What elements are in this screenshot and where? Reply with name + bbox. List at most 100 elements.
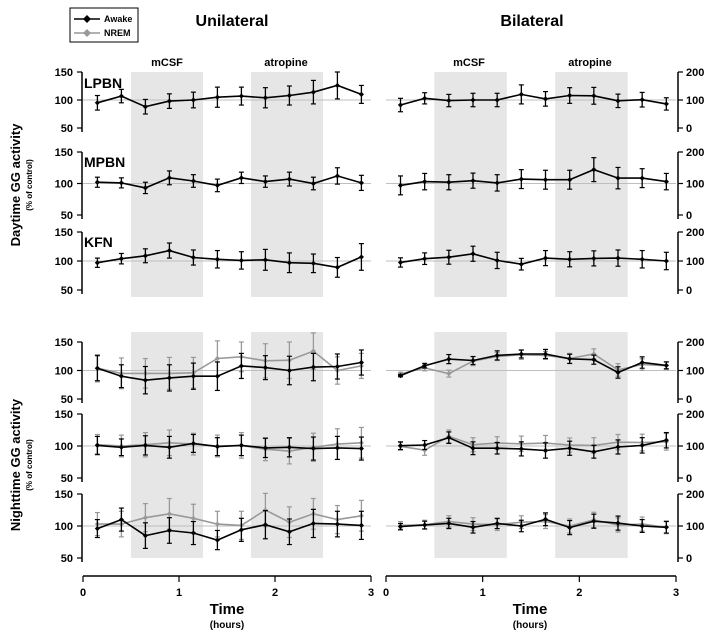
panel-label-mpbn: MPBN [84, 154, 125, 170]
data-point-awake-bilateral-2-9 [615, 255, 621, 261]
data-point-awake-unilateral-2-10 [334, 264, 340, 270]
y-tick-label-unilateral-5-0: 50 [61, 553, 73, 565]
y-tick-label-unilateral-4-2: 150 [55, 409, 73, 421]
series-line-awake-bilateral-4 [400, 436, 667, 453]
y-tick-label-bilateral-2-2: 200 [686, 227, 704, 239]
data-point-awake-bilateral-3-6 [542, 351, 549, 357]
x-tick-label-unilateral-3: 3 [368, 587, 374, 599]
data-point-awake-unilateral-0-2 [142, 104, 148, 110]
data-point-awake-bilateral-5-9 [615, 520, 621, 526]
data-point-awake-unilateral-2-11 [358, 254, 364, 260]
data-point-nrem-bilateral-3-2 [446, 371, 452, 377]
data-point-nrem-unilateral-5-3 [166, 511, 172, 517]
data-point-awake-unilateral-2-6 [238, 257, 244, 264]
data-point-awake-bilateral-3-2 [446, 356, 452, 362]
y-tick-label-unilateral-3-2: 150 [55, 337, 73, 349]
legend-nrem-label: NREM [104, 28, 131, 38]
data-point-awake-unilateral-4-2 [142, 442, 148, 448]
data-point-awake-unilateral-3-1 [118, 373, 124, 379]
data-point-awake-unilateral-3-4 [190, 373, 196, 379]
y-tick-label-unilateral-2-0: 50 [61, 285, 73, 297]
data-point-awake-unilateral-0-8 [286, 92, 292, 99]
x-tick-label-bilateral-1: 1 [480, 587, 486, 599]
series-awake-bilateral-5 [397, 512, 669, 536]
data-point-awake-bilateral-4-5 [518, 446, 524, 452]
series-line-awake-bilateral-0 [400, 93, 667, 106]
data-point-awake-unilateral-5-3 [166, 527, 172, 534]
data-point-awake-bilateral-0-2 [446, 97, 452, 104]
data-point-awake-bilateral-5-8 [591, 518, 597, 524]
phase-shade-bilateral-0-0 [434, 72, 507, 297]
data-point-awake-unilateral-5-9 [310, 520, 316, 527]
data-point-awake-unilateral-3-10 [334, 363, 340, 370]
data-point-awake-unilateral-0-10 [334, 82, 340, 89]
data-point-nrem-unilateral-5-2 [142, 515, 148, 521]
row-subtitle-daytime: (% of control) [25, 159, 34, 211]
series-awake-unilateral-2 [94, 242, 364, 278]
x-tick-label-bilateral-0: 0 [383, 587, 389, 599]
data-point-awake-bilateral-4-8 [591, 449, 597, 455]
data-point-awake-bilateral-3-7 [567, 356, 573, 362]
data-point-awake-unilateral-3-0 [94, 365, 100, 371]
y-tick-label-unilateral-0-1: 100 [55, 95, 73, 107]
data-point-awake-unilateral-3-11 [358, 359, 364, 366]
data-point-awake-unilateral-2-1 [118, 256, 124, 262]
x-axis-title-left: Time [210, 601, 245, 618]
series-line-awake-unilateral-4 [97, 442, 362, 450]
y-tick-label-bilateral-3-0: 0 [686, 394, 692, 406]
row-subtitle-nighttime: (% of control) [25, 439, 34, 491]
data-point-awake-unilateral-3-8 [286, 367, 292, 374]
data-point-awake-unilateral-2-0 [94, 260, 100, 266]
data-point-awake-bilateral-5-0 [397, 524, 404, 530]
data-point-nrem-unilateral-3-9 [310, 348, 316, 354]
data-point-awake-bilateral-0-9 [615, 98, 621, 104]
data-point-awake-unilateral-1-11 [358, 180, 364, 186]
data-point-awake-bilateral-3-1 [422, 363, 428, 369]
data-point-awake-bilateral-5-1 [422, 522, 428, 528]
y-tick-label-bilateral-0-0: 0 [686, 123, 692, 135]
data-point-awake-bilateral-4-11 [663, 437, 669, 443]
data-point-awake-bilateral-5-4 [494, 520, 500, 527]
data-point-awake-unilateral-2-5 [214, 256, 220, 262]
legend-awake-marker [83, 15, 91, 23]
series-line-awake-unilateral-2 [97, 249, 362, 269]
y-tick-label-unilateral-2-1: 100 [55, 256, 73, 268]
y-tick-label-unilateral-0-2: 150 [55, 67, 73, 79]
y-tick-label-bilateral-1-1: 100 [686, 179, 704, 191]
y-tick-label-bilateral-5-2: 200 [686, 489, 704, 501]
series-awake-unilateral-5 [94, 507, 364, 551]
data-point-awake-bilateral-5-6 [542, 516, 549, 522]
series-line-awake-unilateral-5 [97, 518, 362, 541]
data-point-awake-bilateral-4-1 [422, 442, 428, 448]
data-point-awake-bilateral-4-3 [470, 445, 476, 451]
phase-label-atropine-right: atropine [568, 57, 611, 69]
y-tick-label-unilateral-1-0: 50 [61, 210, 73, 222]
data-point-awake-unilateral-1-6 [238, 175, 244, 181]
y-tick-label-unilateral-4-1: 100 [55, 441, 73, 453]
y-tick-label-unilateral-0-0: 50 [61, 123, 73, 135]
data-point-awake-bilateral-3-4 [494, 352, 500, 358]
legend-box [69, 7, 139, 43]
data-point-awake-unilateral-4-9 [310, 445, 316, 452]
series-line-awake-bilateral-2 [400, 252, 667, 266]
data-point-awake-bilateral-2-2 [446, 254, 452, 260]
series-awake-unilateral-0 [94, 71, 364, 115]
data-point-awake-unilateral-2-4 [190, 254, 196, 261]
x-tick-label-unilateral-0: 0 [80, 587, 86, 599]
data-point-awake-bilateral-0-0 [397, 102, 404, 108]
series-awake-unilateral-3 [94, 349, 364, 395]
x-tick-label-unilateral-2: 2 [272, 587, 278, 599]
data-point-awake-bilateral-2-1 [422, 256, 428, 262]
data-point-awake-unilateral-0-9 [310, 89, 316, 95]
data-point-awake-unilateral-1-4 [190, 178, 196, 184]
panel-label-lpbn: LPBN [84, 75, 122, 91]
data-point-awake-bilateral-4-10 [639, 442, 645, 448]
legend: Awake NREM [69, 7, 139, 43]
series-awake-bilateral-2 [397, 245, 669, 271]
data-point-awake-unilateral-5-4 [190, 530, 196, 536]
data-point-awake-bilateral-1-1 [422, 179, 428, 185]
data-point-awake-unilateral-0-0 [94, 100, 100, 106]
y-tick-label-unilateral-2-2: 150 [55, 227, 73, 239]
data-point-nrem-bilateral-4-1 [422, 447, 428, 453]
data-point-awake-bilateral-1-6 [542, 177, 549, 183]
